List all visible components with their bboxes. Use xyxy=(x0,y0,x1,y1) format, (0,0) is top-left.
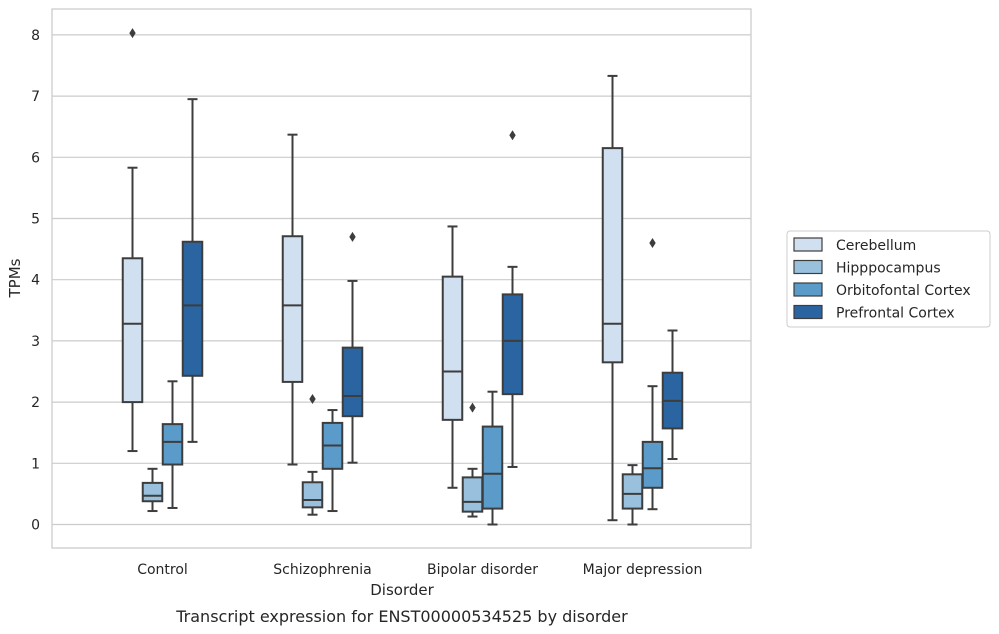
box-iqr xyxy=(481,425,504,510)
plot-frame xyxy=(51,8,752,549)
legend-swatch xyxy=(793,282,823,297)
box-iqr xyxy=(281,235,304,383)
y-axis-ticks: 0 1 2 3 4 5 6 7 8 xyxy=(31,28,40,534)
grid-lines xyxy=(52,34,751,526)
legend-label: Hipppocampus xyxy=(836,261,941,277)
y-tick-label-1: 1 xyxy=(31,456,40,472)
legend: Cerebellum Hipppocampus Orbitofontal Corte… xyxy=(786,230,991,328)
box-iqr xyxy=(141,481,164,503)
y-tick-label-5: 5 xyxy=(31,212,40,228)
box-major-depression xyxy=(641,237,664,511)
box-control xyxy=(141,467,164,513)
box-iqr xyxy=(341,346,364,418)
box-major-depression xyxy=(621,464,644,526)
outlier-point xyxy=(349,231,356,242)
box-schizophrenia xyxy=(341,231,364,464)
series-cerebellum xyxy=(121,28,624,522)
legend-item-prefrontal-cortex: Prefrontal Cortex xyxy=(793,304,955,322)
x-tick-label-bipolar-disorder: Bipolar disorder xyxy=(427,562,538,578)
box-iqr xyxy=(621,473,644,510)
box-schizophrenia xyxy=(321,409,344,513)
box-iqr xyxy=(181,240,204,377)
outlier-point xyxy=(649,237,656,248)
box-iqr xyxy=(461,476,484,513)
legend-frame xyxy=(786,230,991,328)
x-axis-ticks: Control Schizophrenia Bipolar disorder Majo… xyxy=(137,562,702,578)
y-tick-label-0: 0 xyxy=(31,518,40,534)
legend-label: Prefrontal Cortex xyxy=(836,306,955,322)
y-tick-label-3: 3 xyxy=(31,334,40,350)
y-tick-label-8: 8 xyxy=(31,28,40,44)
series-orbitofontal-cortex xyxy=(161,237,664,526)
box-iqr xyxy=(161,423,184,466)
legend-label: Orbitofontal Cortex xyxy=(836,283,971,299)
outlier-point xyxy=(509,130,516,141)
y-axis-label: TPMs xyxy=(6,258,24,298)
legend-item-cerebellum: Cerebellum xyxy=(793,237,916,254)
y-tick-label-7: 7 xyxy=(31,89,40,105)
legend-swatch xyxy=(793,237,823,252)
y-tick-label-6: 6 xyxy=(31,150,40,166)
box-iqr xyxy=(121,257,144,404)
box-series xyxy=(121,28,684,526)
outlier-point xyxy=(129,28,136,39)
y-tick-label-2: 2 xyxy=(31,395,40,411)
legend-swatch xyxy=(793,259,823,275)
box-bipolar-disorder xyxy=(441,225,464,489)
y-tick-label-4: 4 xyxy=(31,273,40,289)
box-control xyxy=(181,98,204,443)
box-iqr xyxy=(501,293,524,396)
legend-swatch xyxy=(793,304,823,320)
outlier-point xyxy=(469,402,476,413)
x-tick-label-major-depression: Major depression xyxy=(583,562,703,578)
box-bipolar-disorder xyxy=(481,390,504,526)
box-bipolar-disorder xyxy=(501,130,524,468)
outlier-point xyxy=(309,394,316,405)
box-iqr xyxy=(301,481,324,509)
box-major-depression xyxy=(601,74,624,522)
x-tick-label-control: Control xyxy=(137,562,188,578)
box-schizophrenia xyxy=(301,394,324,516)
box-iqr xyxy=(601,147,624,364)
box-iqr xyxy=(641,440,664,489)
box-major-depression xyxy=(661,329,684,461)
chart-caption: Transcript expression for ENST0000053452… xyxy=(175,607,628,626)
box-control xyxy=(121,28,144,453)
x-axis-label: Disorder xyxy=(370,581,434,599)
x-tick-label-schizophrenia: Schizophrenia xyxy=(273,562,371,578)
box-iqr xyxy=(441,275,464,421)
legend-item-hipppocampus: Hipppocampus xyxy=(793,259,941,277)
legend-label: Cerebellum xyxy=(836,238,916,254)
series-prefrontal-cortex xyxy=(181,98,684,468)
box-schizophrenia xyxy=(281,133,304,466)
box-control xyxy=(161,380,184,509)
legend-item-orbitofontal-cortex: Orbitofontal Cortex xyxy=(793,282,971,299)
